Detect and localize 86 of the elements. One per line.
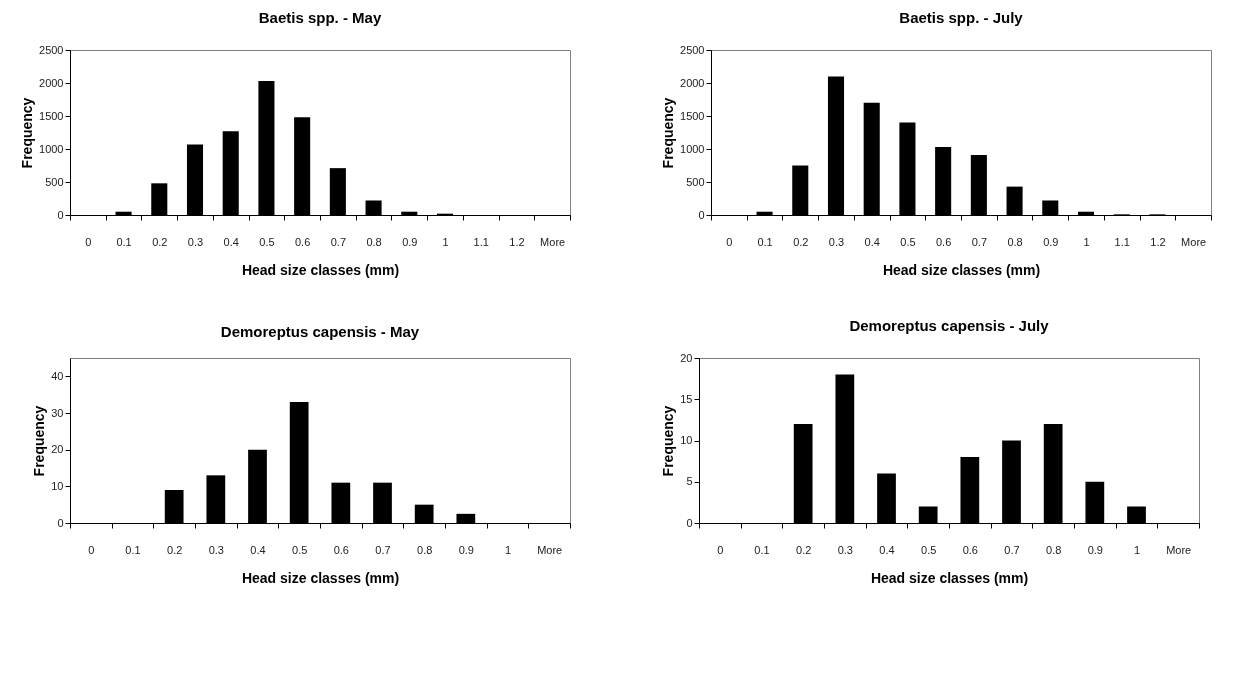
x-tick-label: 0.9 <box>402 235 418 248</box>
y-tick-label: 30 <box>51 406 64 419</box>
y-tick-label: 0 <box>698 208 705 221</box>
x-tick-label: 0.8 <box>366 235 382 248</box>
x-tick-label: 0.9 <box>458 543 474 556</box>
x-tick-label: 1.1 <box>1114 235 1130 248</box>
x-tick-label: 0.7 <box>1004 543 1020 556</box>
y-axis-title: Frequency <box>660 97 677 169</box>
x-tick-label: 0 <box>88 543 95 556</box>
x-tick-label: 0.5 <box>259 235 275 248</box>
x-tick-label: 0.8 <box>1046 543 1062 556</box>
x-tick-label: 0 <box>85 235 92 248</box>
y-tick-label: 2000 <box>680 76 705 89</box>
x-tick-label: 1 <box>1083 235 1090 248</box>
x-tick-label: 0.2 <box>796 543 812 556</box>
y-tick-label: 20 <box>51 443 64 456</box>
x-axis-title: Head size classes (mm) <box>870 569 1029 586</box>
x-tick-label: 0.1 <box>125 543 141 556</box>
y-tick-label: 10 <box>51 479 64 492</box>
y-axis-title: Frequency <box>19 97 36 169</box>
y-tick-label: 2500 <box>39 43 64 56</box>
x-axis-title: Head size classes (mm) <box>241 261 400 278</box>
x-tick-label: 0.6 <box>294 235 311 248</box>
x-tick-label: 0.4 <box>250 543 266 556</box>
x-tick-label: 0.3 <box>828 235 845 248</box>
x-tick-label: 0.2 <box>167 543 183 556</box>
y-tick-label: 500 <box>686 175 705 188</box>
x-tick-label: 0.3 <box>208 543 224 556</box>
x-tick-label: 0.1 <box>754 543 770 556</box>
x-tick-label: 1 <box>442 235 449 248</box>
x-tick-label: 0.9 <box>1087 543 1103 556</box>
x-tick-label: 0.9 <box>1043 235 1059 248</box>
y-axis-title: Frequency <box>660 405 677 477</box>
x-tick-label: 1 <box>1133 543 1141 556</box>
y-tick-label: 20 <box>680 351 693 364</box>
y-tick-label: 10 <box>680 434 693 446</box>
x-tick-label: 0.6 <box>962 543 978 556</box>
x-tick-label: 0.4 <box>223 235 239 248</box>
x-tick-label: 0.2 <box>152 235 168 248</box>
x-tick-label: 0.8 <box>1007 235 1023 248</box>
x-tick-label: 0.5 <box>292 543 308 556</box>
y-tick-label: 0 <box>686 516 693 529</box>
x-tick-label: 0.1 <box>116 235 132 248</box>
y-tick-label: 5 <box>686 475 693 488</box>
x-tick-label: 0.4 <box>864 235 880 248</box>
x-tick-label: 1 <box>504 543 512 556</box>
x-tick-label: 0.3 <box>187 235 204 248</box>
chart-title: Baetis spp. - May <box>258 9 382 26</box>
x-tick-label: 0 <box>717 543 724 556</box>
x-tick-label: More <box>1181 235 1207 248</box>
y-tick-label: 500 <box>45 175 64 188</box>
x-tick-label: 0 <box>726 235 733 248</box>
x-tick-label: More <box>1166 543 1192 556</box>
x-tick-label: 0.5 <box>921 543 937 556</box>
y-tick-label: 2000 <box>39 76 64 89</box>
x-tick-label: 0.5 <box>900 235 916 248</box>
y-tick-label: 1000 <box>680 142 705 155</box>
x-tick-label: 0.8 <box>417 543 433 556</box>
y-tick-label: 1500 <box>39 109 64 122</box>
x-tick-label: 0.2 <box>793 235 809 248</box>
x-tick-label: 1.1 <box>473 235 489 248</box>
y-tick-label: 2500 <box>680 43 705 56</box>
x-tick-label: More <box>537 543 563 556</box>
x-tick-label: 0.7 <box>375 543 391 556</box>
x-axis-title: Head size classes (mm) <box>241 569 400 586</box>
chart-title: Demoreptus capensis - May <box>220 323 420 340</box>
x-tick-label: 1.2 <box>509 235 525 248</box>
x-tick-label: More <box>540 235 566 248</box>
x-tick-label: 1.2 <box>1150 235 1166 248</box>
y-tick-label: 1000 <box>39 142 64 155</box>
x-tick-label: 0.4 <box>879 543 895 556</box>
x-tick-label: 0.6 <box>333 543 349 556</box>
x-tick-label: 0.7 <box>971 235 988 248</box>
y-tick-label: 1500 <box>680 109 705 122</box>
y-tick-label: 15 <box>680 392 693 405</box>
y-axis-title: Frequency <box>31 405 48 477</box>
x-tick-label: 0.6 <box>935 235 952 248</box>
y-tick-label: 0 <box>57 516 64 529</box>
chart-title: Baetis spp. - July <box>899 9 1024 26</box>
x-axis-title: Head size classes (mm) <box>882 261 1041 278</box>
x-tick-label: 0.3 <box>837 543 853 556</box>
y-tick-label: 0 <box>57 208 64 221</box>
x-tick-label: 0.7 <box>330 235 347 248</box>
x-tick-label: 0.1 <box>757 235 773 248</box>
chart-title: Demoreptus capensis - July <box>849 317 1050 334</box>
y-tick-label: 40 <box>51 369 64 382</box>
